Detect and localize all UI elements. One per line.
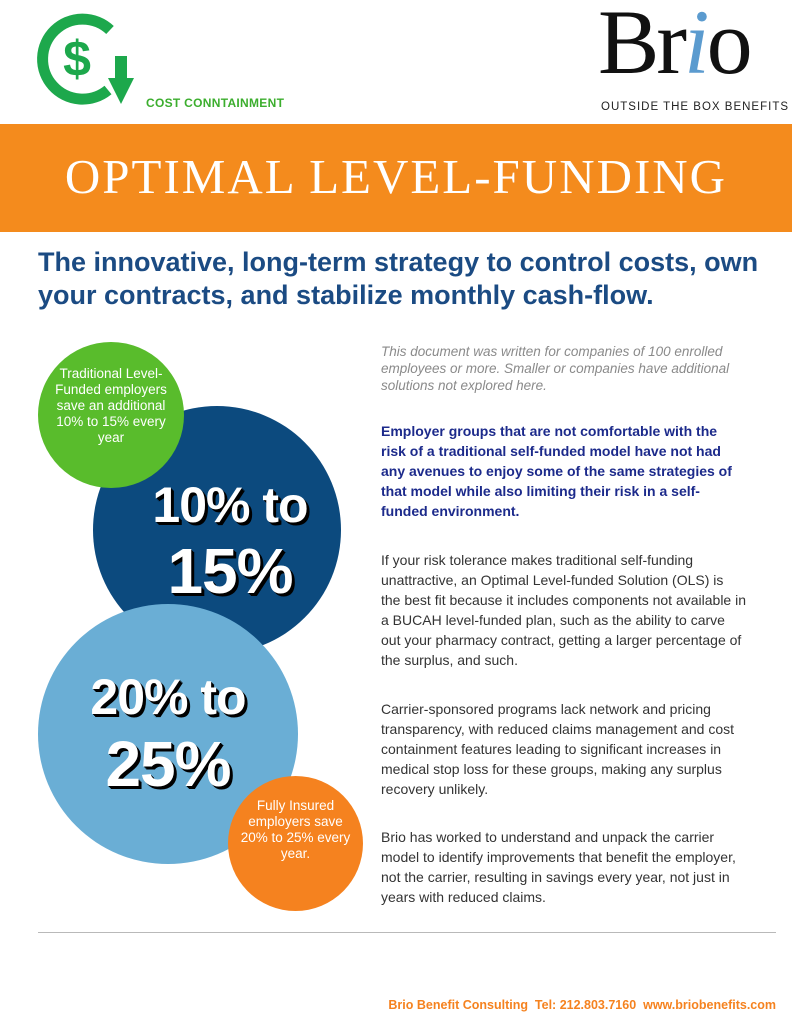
cost-containment-label: COST CONNTAINMENT xyxy=(146,96,285,110)
brio-logo: Brio xyxy=(598,0,753,93)
green-callout-text: Traditional Level-Funded employers save … xyxy=(55,366,167,445)
brio-tagline: OUTSIDE THE BOX BENEFITS xyxy=(601,101,790,113)
body-paragraph-2: Carrier-sponsored programs lack network … xyxy=(381,701,735,797)
svg-text:$: $ xyxy=(63,31,91,87)
body-paragraph-3: Brio has worked to understand and unpack… xyxy=(381,829,736,905)
light-circle-value-line1: 20% to xyxy=(90,669,246,725)
title-banner xyxy=(0,124,792,232)
body-paragraph-1: If your risk tolerance makes traditional… xyxy=(381,552,747,668)
dark-circle-value-line1: 10% to xyxy=(152,477,308,533)
footer-divider xyxy=(38,932,776,933)
footer-contact: Brio Benefit Consulting Tel: 212.803.716… xyxy=(388,998,776,1012)
banner-title: OPTIMAL LEVEL-FUNDING xyxy=(64,149,728,204)
orange-callout-circle xyxy=(228,776,363,911)
orange-callout-text: Fully Insured employers save 20% to 25% … xyxy=(240,798,351,861)
dark-circle-value-line2: 15% xyxy=(167,535,293,607)
intro-note: This document was written for companies … xyxy=(381,344,730,393)
lead-paragraph: Employer groups that are not comfortable… xyxy=(381,423,732,519)
dollar-cycle-down-arrow-icon: $ xyxy=(37,13,134,105)
light-circle-value-line2: 25% xyxy=(105,728,231,800)
green-callout-circle xyxy=(38,342,184,488)
headline: The innovative, long-term strategy to co… xyxy=(38,247,759,310)
